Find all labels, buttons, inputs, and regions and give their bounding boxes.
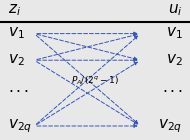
Text: $z_i$: $z_i$ [8,2,21,18]
Text: $...$: $...$ [8,81,28,95]
Text: $P_A/(2^q-1)$: $P_A/(2^q-1)$ [71,75,119,88]
Text: $v_2$: $v_2$ [166,52,182,68]
Text: $...$: $...$ [162,81,182,95]
Text: $v_2$: $v_2$ [8,52,24,68]
Text: $u_i$: $u_i$ [168,2,182,18]
Text: $v_1$: $v_1$ [8,26,24,41]
Text: $v_{2q}$: $v_{2q}$ [8,117,32,135]
Text: $v_{2q}$: $v_{2q}$ [158,117,182,135]
Text: $v_1$: $v_1$ [166,26,182,41]
